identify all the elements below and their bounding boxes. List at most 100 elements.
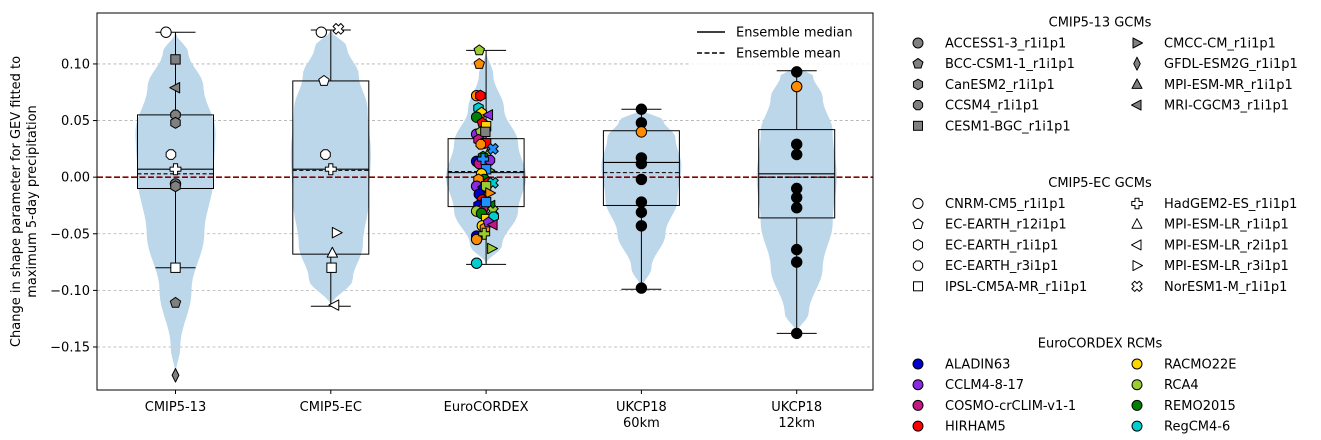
data-point (473, 57, 485, 69)
legend-label: IPSL-CM5A-MR_r1i1p1 (945, 280, 1087, 295)
legend-marker (1131, 379, 1143, 391)
data-point (470, 257, 483, 269)
legend-marker (912, 399, 924, 411)
legend-marker (912, 358, 924, 370)
legend-label: CCSM4_r1i1p1 (945, 99, 1039, 114)
data-point (326, 246, 339, 258)
legend-marker (1131, 99, 1142, 111)
data-point (475, 139, 487, 150)
legend-label: EC-EARTH_r12i1p1 (945, 218, 1067, 233)
data-point (791, 202, 803, 214)
data-point (169, 82, 181, 94)
data-point (635, 282, 648, 294)
data-point (482, 109, 494, 121)
data-point (791, 327, 803, 340)
legend-label: BCC-CSM1-1_r1i1p1 (945, 57, 1075, 72)
gridlines (97, 63, 873, 348)
data-point (475, 89, 486, 102)
legend-line-label: Ensemble mean (736, 47, 841, 62)
line-legend: Ensemble median Ensemble mean (690, 19, 870, 65)
data-point (635, 206, 648, 218)
y-tick-label: 0.00 (61, 171, 90, 186)
legend-marker (912, 78, 924, 91)
data-point (169, 163, 182, 176)
data-point (487, 242, 499, 255)
y-tick-label: −0.10 (50, 284, 90, 299)
scatter-points (160, 23, 803, 383)
legend-label: COSMO-crCLIM-v1-1 (945, 399, 1076, 414)
data-point (791, 66, 803, 78)
legend-label: CanESM2_r1i1p1 (945, 78, 1055, 93)
legend-marker (1132, 260, 1143, 272)
legend-label: HadGEM2-ES_r1i1p1 (1164, 197, 1297, 212)
data-point (318, 74, 330, 86)
x-tick-label: UKCP18 (771, 400, 822, 415)
data-point (791, 191, 803, 204)
data-point (791, 256, 803, 268)
plot-frame (96, 12, 874, 391)
y-axis-label: Change in shape parameter for GEV fitted… (9, 56, 40, 347)
legend-label: CESM1-BGC_r1i1p1 (945, 119, 1071, 134)
legend-label: HIRHAM5 (945, 420, 1006, 435)
y-tick-label: 0.10 (61, 57, 90, 72)
x-axis: CMIP5-13 CMIP5-EC EuroCORDEX UKCP1860kmUKCP… (145, 390, 822, 431)
legend-label: MPI-ESM-LR_r3i1p1 (1164, 259, 1289, 274)
legend-label: RACMO22E (1164, 358, 1236, 373)
data-point (170, 54, 181, 65)
legend-marker (913, 281, 923, 292)
legend-marker (1131, 78, 1143, 89)
legend-label: EC-EARTH_r3i1p1 (945, 259, 1058, 274)
legend-marker (1132, 37, 1143, 49)
legend-line-label: Ensemble median (736, 26, 853, 41)
legend-marker (912, 420, 924, 432)
data-point (635, 103, 648, 115)
data-point (315, 26, 327, 38)
y-label-line1: Change in shape parameter for GEV fitted… (9, 56, 24, 347)
data-point (487, 143, 499, 155)
y-tick-label: −0.05 (50, 227, 90, 242)
legend-label: RegCM4-6 (1164, 420, 1230, 435)
legend-label: CMCC-CM_r1i1p1 (1164, 37, 1276, 52)
legend-marker (912, 239, 924, 251)
legend-marker (912, 379, 924, 391)
data-point (635, 126, 648, 138)
legend-label: MPI-ESM-MR_r1i1p1 (1164, 78, 1293, 93)
x-tick-label: CMIP5-EC (300, 400, 362, 415)
legend-marker (912, 218, 924, 229)
data-point (170, 262, 181, 273)
data-point (169, 296, 182, 308)
legend-marker (1131, 239, 1142, 251)
y-axis: 0.10 0.05 0.00 −0.05 −0.10 −0.15 (50, 57, 97, 355)
legend-label: CNRM-CM5_r1i1p1 (945, 197, 1066, 212)
legend-label: MRI-CGCM3_r1i1p1 (1164, 99, 1289, 114)
data-point (791, 138, 803, 151)
legend-marker (912, 37, 924, 49)
data-point (320, 149, 331, 160)
legend-label: MPI-ESM-LR_r1i1p1 (1164, 218, 1289, 233)
x-tick-label-line2: 60km (623, 416, 660, 431)
legend-marker (1131, 399, 1143, 411)
legend-marker (912, 99, 924, 111)
data-point (326, 262, 337, 273)
legend-group-title: CMIP5-13 GCMs (1049, 16, 1152, 31)
model-legend: CMIP5-13 GCMs ACCESS1-3_r1i1p1 BCC-CSM1-1_… (912, 16, 1298, 435)
legend-label: CCLM4-8-17 (945, 378, 1024, 393)
legend-group-title: EuroCORDEX RCMs (1038, 337, 1163, 352)
line-legend-bg (690, 19, 870, 65)
data-point (165, 149, 177, 160)
data-point (635, 220, 648, 232)
data-point (160, 26, 172, 38)
y-label-line2: maximum 5-day precipitation (25, 105, 40, 298)
data-point (635, 196, 648, 208)
legend-label: GFDL-ESM2G_r1i1p1 (1164, 57, 1298, 72)
legend-marker (1133, 56, 1141, 71)
legend-label: NorESM1-M_r1i1p1 (1164, 280, 1287, 295)
data-point (332, 23, 345, 35)
legend-marker (1131, 358, 1143, 370)
data-point (485, 187, 497, 199)
legend-marker (1131, 197, 1143, 210)
data-point (480, 196, 492, 208)
data-point (791, 80, 803, 93)
data-point (171, 368, 180, 383)
